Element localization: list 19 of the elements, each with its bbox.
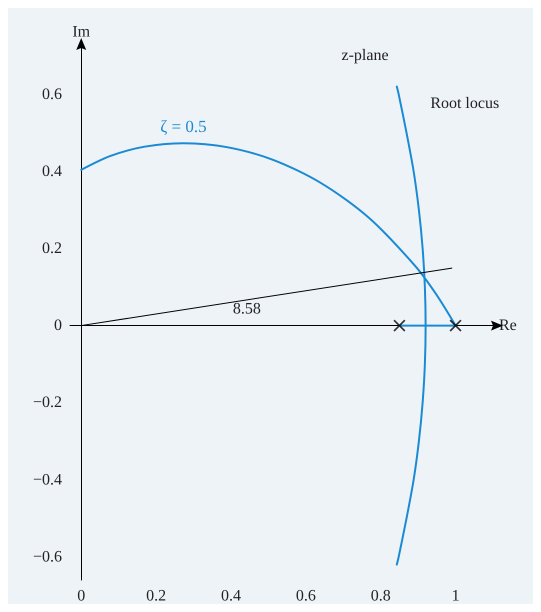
series-label: ζ = 0.5 (160, 117, 207, 136)
y-tick-label: 0 (54, 317, 62, 334)
x-tick-label: 0.4 (220, 588, 241, 604)
annotation: Root locus (430, 94, 500, 112)
y-tick-label: 0.2 (42, 240, 62, 257)
x-tick-label: 0.6 (296, 588, 316, 604)
y-axis-title: Im (72, 24, 91, 40)
x-axis-title: Re (499, 317, 517, 334)
x-tick-label: 1 (452, 588, 460, 604)
x-tick-label: 0.2 (146, 588, 166, 604)
y-tick-label: −0.6 (32, 548, 62, 566)
x-tick-label: 0 (77, 588, 86, 604)
y-tick-label: −0.2 (32, 394, 62, 412)
annotation: 8.58 (232, 300, 261, 318)
annotation: z-plane (341, 47, 389, 64)
y-tick-label: 0.6 (42, 86, 62, 103)
x-tick-label: 0.8 (370, 588, 391, 604)
y-tick-label: 0.4 (42, 162, 62, 180)
y-tick-label: −0.4 (32, 471, 62, 488)
